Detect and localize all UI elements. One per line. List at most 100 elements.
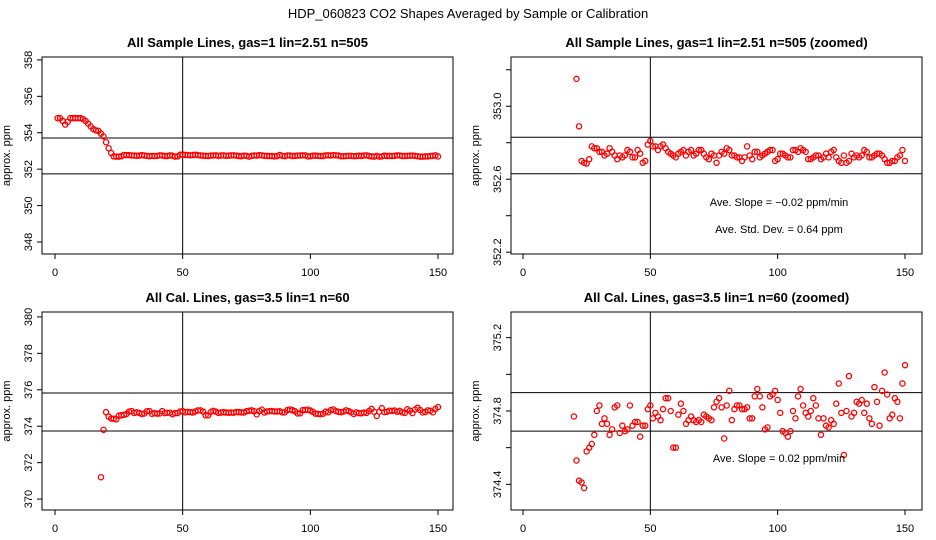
data-point [861,409,868,417]
y-axis-label: approx. ppm [1,380,13,441]
data-point [901,157,909,165]
x-tick-label: 0 [520,523,526,535]
data-point [626,148,634,156]
data-point [664,394,672,402]
data-point [896,415,904,422]
data-point [624,426,631,433]
data-point [695,146,702,154]
panel-4: All Cal. Lines, gas=3.5 lin=1 n=60 (zoom… [470,290,923,535]
y-tick-label: 374 [23,417,35,435]
data-point [105,144,112,152]
annotation: Ave. Slope = −0.02 ppm/min [710,197,849,209]
data-point [631,154,639,161]
data-point [598,420,606,428]
x-tick-label: 150 [896,523,914,535]
data-point [726,387,733,395]
x-tick-label: 100 [301,267,319,279]
data-point [153,410,161,417]
y-tick-label: 352.2 [492,238,504,266]
data-point [723,402,730,409]
panel-title: All Sample Lines, gas=1 lin=2.51 n=505 [127,35,368,50]
data-point [641,422,649,429]
y-tick-label: 352 [23,160,35,178]
data-point [774,155,781,163]
data-point [593,407,601,415]
data-point [641,157,649,165]
y-tick-label: 350 [23,196,35,214]
data-point [866,415,873,422]
data-point [784,433,792,440]
points [570,361,909,492]
panel-title: All Cal. Lines, gas=3.5 lin=1 n=60 (zoom… [584,290,850,305]
x-tick-label: 50 [644,267,656,279]
data-point [830,420,837,428]
data-point [578,479,585,486]
data-point [726,146,733,154]
data-point [804,413,812,420]
data-point [840,451,848,459]
y-tick-label: 376 [23,381,35,399]
data-point [603,420,611,428]
y-tick-label: 352.6 [492,165,504,193]
data-point [748,155,756,163]
data-point [756,393,764,400]
data-point [708,416,715,424]
data-point [863,148,871,156]
data-point [672,444,680,451]
data-point [634,418,641,426]
data-point [649,415,657,422]
data-point [677,400,685,407]
data-point [881,369,888,376]
y-tick-label: 372 [23,453,35,471]
data-point [570,413,578,420]
panel-title: All Cal. Lines, gas=3.5 lin=1 n=60 [145,290,349,305]
data-point [657,416,664,424]
x-tick-label: 50 [644,523,656,535]
y-axis-label: approx. ppm [1,125,13,186]
data-point [776,409,784,417]
data-point [815,415,822,422]
data-point [92,127,100,134]
data-point [825,154,832,161]
data-point [868,420,876,428]
data-point [100,133,107,140]
data-point [858,396,865,404]
data-point [746,415,753,422]
data-point [838,409,845,417]
data-point [820,415,827,422]
data-point [720,435,728,442]
data-point [878,387,886,395]
y-tick-label: 374.4 [492,471,504,499]
x-tick-label: 150 [429,523,447,535]
plot-frame [510,311,923,511]
data-point [764,424,771,431]
data-point [670,444,677,451]
data-point [743,143,751,150]
data-point [899,380,906,387]
data-point [294,410,301,417]
data-point [97,473,105,481]
data-point [621,152,629,159]
points [54,114,442,160]
data-point [817,431,825,439]
data-point [830,146,837,154]
data-point [901,361,909,369]
data-point [647,137,654,145]
y-tick-label: 354 [23,124,35,142]
data-point [769,146,776,154]
data-point [434,153,442,160]
points [573,75,909,167]
data-point [138,410,146,418]
data-point [596,402,603,409]
panel-2: All Sample Lines, gas=1 lin=2.51 n=505 (… [470,35,923,279]
y-tick-label: 348 [23,233,35,251]
data-point [143,408,151,415]
data-point [771,387,779,395]
data-point [631,418,639,426]
x-tick-label: 0 [52,523,58,535]
data-point [705,155,713,163]
panel-1: All Sample Lines, gas=1 lin=2.51 n=505 ap… [1,35,454,279]
data-point [698,418,705,426]
plot-frame [510,56,923,255]
